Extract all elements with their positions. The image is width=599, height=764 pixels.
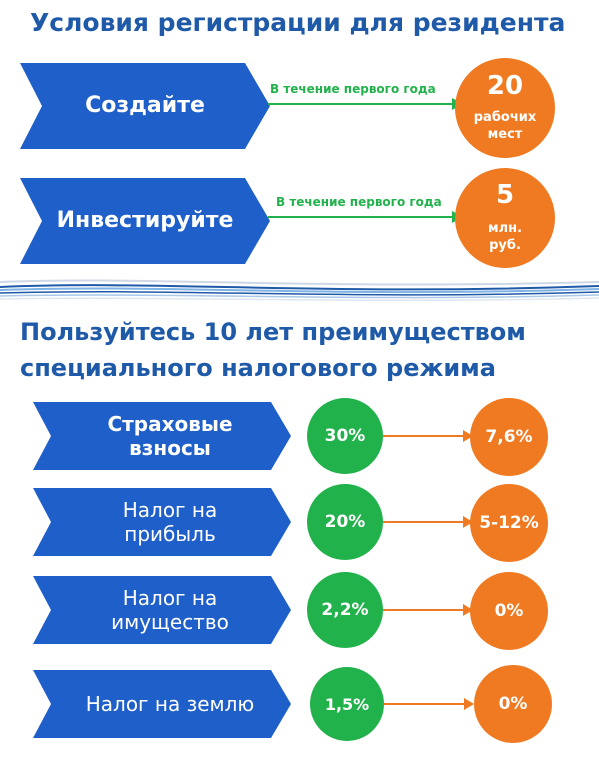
condition-unit-investment-2: руб.	[489, 238, 521, 254]
arrow-insurance	[383, 430, 473, 442]
condition-unit-jobs-2: мест	[487, 127, 523, 143]
tax-name-profit-1: Налог на	[122, 498, 218, 522]
chevron-create	[20, 63, 270, 149]
tax-to-property: 0%	[470, 572, 548, 650]
tax-name-land-1: Налог на землю	[85, 692, 255, 716]
chevron-insurance	[33, 402, 291, 470]
arrow-create	[268, 98, 463, 110]
section1-title: Условия регистрации для резидента	[30, 8, 566, 37]
chevron-invest	[20, 178, 270, 264]
condition-unit-jobs-1: рабочих	[473, 109, 537, 125]
tax-name-insurance: Страховые взносы	[50, 402, 290, 470]
wave-divider	[0, 279, 599, 302]
arrow-invest	[268, 211, 463, 223]
tax-name-property-1: Налог на	[122, 586, 218, 610]
tax-name-profit: Налог на прибыль	[50, 488, 290, 556]
condition-period-invest: В течение первого года	[276, 195, 442, 209]
chevron-property	[33, 576, 291, 644]
tax-name-property-2: имущество	[111, 610, 229, 634]
arrow-property	[383, 604, 473, 616]
section2-title-line1: Пользуйтесь 10 лет преимуществом	[20, 318, 526, 346]
tax-from-land: 1,5%	[310, 667, 384, 741]
chevron-land	[33, 670, 291, 738]
condition-value-investment: 5	[495, 180, 515, 211]
tax-name-property: Налог на имущество	[50, 576, 290, 644]
tax-to-land: 0%	[474, 665, 552, 743]
condition-action-invest: Инвестируйте	[56, 207, 234, 233]
arrow-land	[384, 698, 474, 710]
tax-from-profit: 20%	[307, 484, 383, 560]
tax-from-property: 2,2%	[307, 572, 383, 648]
chevron-profit	[33, 488, 291, 556]
tax-name-insurance-2: взносы	[129, 436, 211, 460]
condition-action-create: Создайте	[85, 92, 205, 118]
tax-name-profit-2: прибыль	[124, 522, 216, 546]
tax-from-insurance: 30%	[307, 398, 383, 474]
condition-period-create: В течение первого года	[270, 82, 436, 96]
tax-name-land: Налог на землю	[50, 670, 290, 738]
condition-unit-investment-1: млн.	[487, 220, 523, 236]
arrow-profit	[383, 516, 473, 528]
condition-target-jobs: 20 рабочих мест	[455, 58, 555, 158]
tax-to-insurance: 7,6%	[470, 398, 548, 476]
condition-value-jobs: 20	[486, 71, 524, 102]
condition-target-investment: 5 млн. руб.	[455, 168, 555, 268]
tax-name-insurance-1: Страховые	[107, 412, 233, 436]
tax-to-profit: 5-12%	[470, 484, 548, 562]
section2-title-line2: специального налогового режима	[20, 354, 496, 382]
